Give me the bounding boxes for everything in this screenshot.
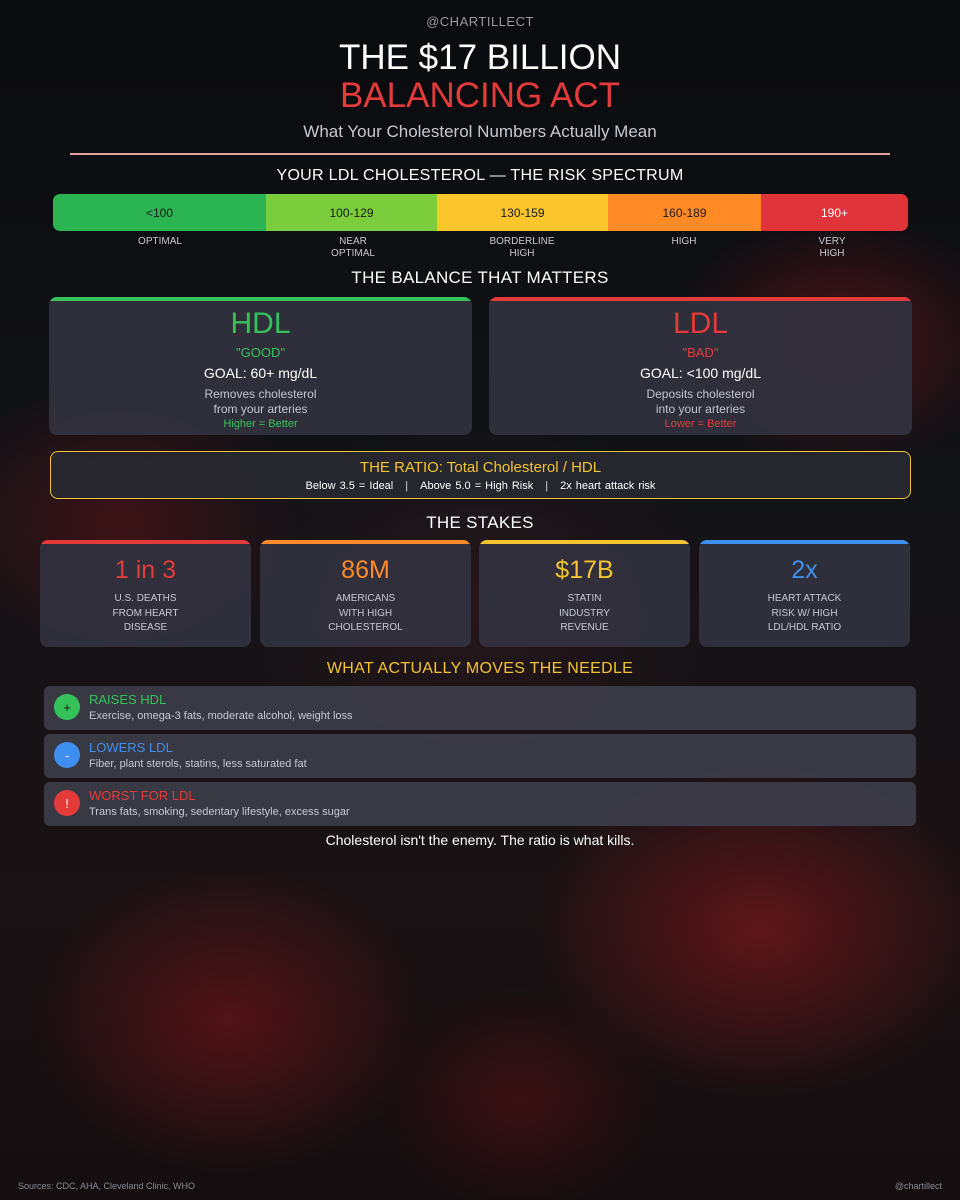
stake-label: AMERICANS WITH HIGH CHOLESTEROL <box>270 592 461 636</box>
stake-value: $17B <box>555 556 614 584</box>
ldl-desc-line-1: Deposits cholesterol <box>646 387 755 401</box>
hdl-quote: "GOOD" <box>236 345 285 360</box>
ldl-description: Deposits cholesterol into your arteries <box>489 387 912 417</box>
stake-accent-bar <box>40 540 251 544</box>
handle-top: @CHARTILLECT <box>426 14 534 29</box>
title-line-1: THE $17 BILLION <box>338 38 622 77</box>
stake-card-heart-attack: 2x HEART ATTACK RISK W/ HIGH LDL/HDL RATIO <box>699 540 910 647</box>
closing-statement: Cholesterol isn't the enemy. The ratio i… <box>325 832 635 848</box>
stake-label: U.S. DEATHS FROM HEART DISEASE <box>50 592 241 636</box>
stake-value: 1 in 3 <box>114 556 177 584</box>
spectrum-title: YOUR LDL CHOLESTEROL — THE RISK SPECTRUM <box>276 167 684 184</box>
spectrum-segment-optimal: <100 <box>53 194 266 231</box>
spectrum-label-very-high: VERY HIGH <box>818 236 846 259</box>
hdl-desc-line-1: Removes cholesterol <box>204 387 317 401</box>
ratio-heart-risk: 2x heart attack risk <box>560 480 656 492</box>
stake-card-statin: $17B STATIN INDUSTRY REVENUE <box>479 540 690 647</box>
spectrum-range: <100 <box>145 205 174 220</box>
stakes-title: THE STAKES <box>426 513 534 532</box>
stake-card-deaths: 1 in 3 U.S. DEATHS FROM HEART DISEASE <box>40 540 251 647</box>
needle-item-desc: Exercise, omega-3 fats, moderate alcohol… <box>89 710 353 722</box>
stake-accent-bar <box>260 540 471 544</box>
ldl-accent-bar <box>489 297 912 301</box>
ldl-desc-line-2: into your arteries <box>655 402 746 416</box>
stake-label-line: CHOLESTEROL <box>328 622 403 633</box>
spectrum-label-high: HIGH <box>671 236 697 247</box>
stake-value: 2x <box>791 556 818 584</box>
stake-label-line: INDUSTRY <box>559 607 610 619</box>
plus-icon: + <box>54 694 80 720</box>
handle-bottom: @chartillect <box>894 1181 942 1191</box>
ldl-note: Lower = Better <box>664 418 737 430</box>
ldl-name: LDL <box>672 307 729 340</box>
stake-label-line: HEART ATTACK <box>767 593 842 604</box>
hdl-desc-line-2: from your arteries <box>213 402 308 416</box>
stake-label-line: REVENUE <box>560 622 609 633</box>
title-line-2: BALANCING ACT <box>339 76 621 115</box>
spectrum-segment-borderline: 130-159 <box>437 194 608 231</box>
stake-label-line: RISK W/ HIGH <box>771 607 838 619</box>
spectrum-label-near-optimal: NEAR OPTIMAL <box>331 236 375 259</box>
needle-item-title: RAISES HDL <box>89 692 167 707</box>
ratio-details: Below 3.5 = Ideal | Above 5.0 = High Risk |… <box>51 480 910 492</box>
stake-accent-bar <box>479 540 690 544</box>
spectrum-label-optimal: OPTIMAL <box>138 236 182 247</box>
ldl-card: LDL "BAD" GOAL: <100 mg/dL Deposits chol… <box>489 297 912 435</box>
hdl-goal: GOAL: 60+ mg/dL <box>203 365 318 381</box>
needle-item-desc: Trans fats, smoking, sedentary lifestyle… <box>89 806 350 818</box>
ldl-goal: GOAL: <100 mg/dL <box>639 365 762 381</box>
balance-title: THE BALANCE THAT MATTERS <box>351 268 609 287</box>
sources-footnote: Sources: CDC, AHA, Cleveland Clinic, WHO <box>18 1181 196 1191</box>
spectrum-range: 130-159 <box>500 205 545 220</box>
ratio-high-risk: Above 5.0 = High Risk <box>420 480 534 492</box>
hdl-note: Higher = Better <box>223 418 298 430</box>
stake-value: 86M <box>341 556 390 584</box>
hdl-description: Removes cholesterol from your arteries <box>49 387 472 417</box>
hdl-accent-bar <box>49 297 472 301</box>
stake-label-line: WITH HIGH <box>338 607 393 619</box>
needle-title: WHAT ACTUALLY MOVES THE NEEDLE <box>326 660 634 677</box>
spectrum-range: 190+ <box>820 205 849 220</box>
stake-label-line: U.S. DEATHS <box>114 593 177 604</box>
stake-label-line: AMERICANS <box>335 593 396 604</box>
stake-card-americans: 86M AMERICANS WITH HIGH CHOLESTEROL <box>260 540 471 647</box>
hdl-name: HDL <box>230 307 291 340</box>
subtitle: What Your Cholesterol Numbers Actually M… <box>303 122 657 141</box>
ratio-separator: | <box>405 480 409 492</box>
stake-label: HEART ATTACK RISK W/ HIGH LDL/HDL RATIO <box>709 592 900 636</box>
stake-label-line: DISEASE <box>123 622 168 633</box>
needle-item-title: LOWERS LDL <box>89 740 173 755</box>
needle-item-worst-ldl: ! WORST FOR LDL Trans fats, smoking, sed… <box>44 782 916 826</box>
title-divider <box>70 153 890 155</box>
stake-label: STATIN INDUSTRY REVENUE <box>489 592 680 636</box>
ratio-separator: | <box>545 480 549 492</box>
minus-icon: - <box>54 742 80 768</box>
hdl-card: HDL "GOOD" GOAL: 60+ mg/dL Removes chole… <box>49 297 472 435</box>
stake-accent-bar <box>699 540 910 544</box>
spectrum-segment-near-optimal: 100-129 <box>266 194 437 231</box>
ratio-ideal: Below 3.5 = Ideal <box>305 480 394 492</box>
needle-item-raises-hdl: + RAISES HDL Exercise, omega-3 fats, mod… <box>44 686 916 730</box>
spectrum-range: 100-129 <box>329 205 374 220</box>
stake-label-line: FROM HEART <box>112 607 179 619</box>
ldl-quote: "BAD" <box>682 345 719 360</box>
ratio-title: THE RATIO: Total Cholesterol / HDL <box>359 459 602 476</box>
risk-spectrum-bar: <100 100-129 130-159 160-189 190+ <box>53 194 908 231</box>
spectrum-range: 160-189 <box>662 205 707 220</box>
spectrum-label-borderline: BORDERLINE HIGH <box>489 236 555 259</box>
needle-item-title: WORST FOR LDL <box>89 788 196 803</box>
ratio-box: THE RATIO: Total Cholesterol / HDL Below… <box>50 451 911 499</box>
needle-item-lowers-ldl: - LOWERS LDL Fiber, plant sterols, stati… <box>44 734 916 778</box>
needle-item-desc: Fiber, plant sterols, statins, less satu… <box>89 758 307 770</box>
spectrum-segment-high: 160-189 <box>608 194 761 231</box>
exclamation-icon: ! <box>54 790 80 816</box>
stake-label-line: STATIN <box>567 593 602 604</box>
stake-label-line: LDL/HDL RATIO <box>767 622 842 633</box>
spectrum-segment-very-high: 190+ <box>761 194 908 231</box>
